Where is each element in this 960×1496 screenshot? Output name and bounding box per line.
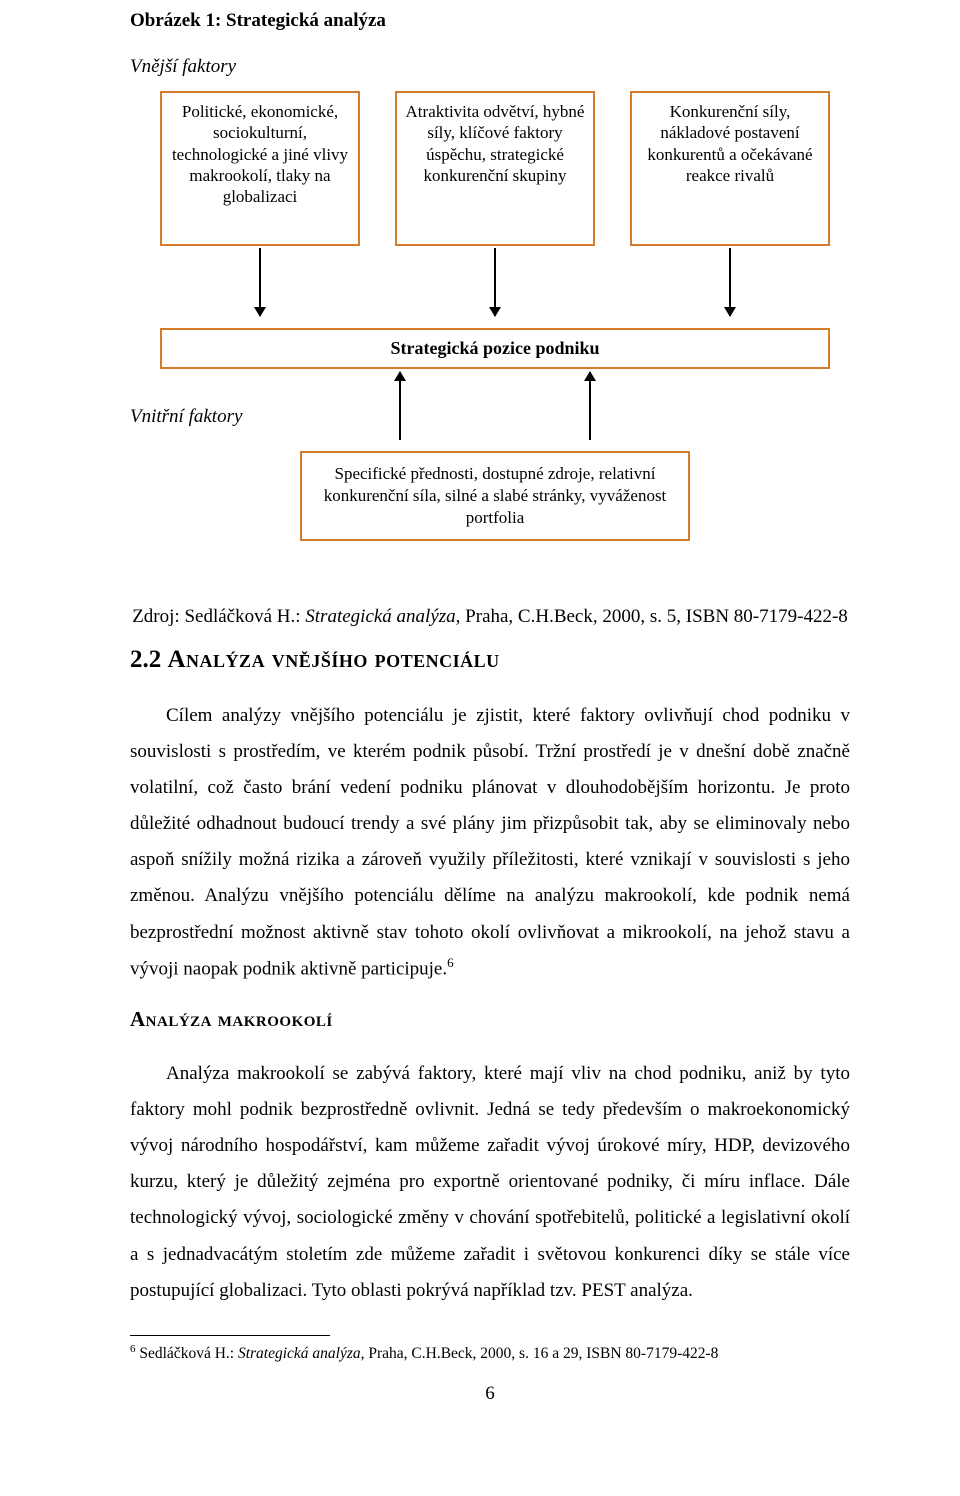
strategic-analysis-diagram: Vnější faktory Vnitřní faktory Politické…	[130, 46, 850, 586]
footnote-ref-6: 6	[447, 955, 454, 970]
center-box: Strategická pozice podniku	[160, 328, 830, 369]
arrow-down-3	[729, 248, 731, 316]
footnote-suffix: , Praha, C.H.Beck, 2000, s. 16 a 29, ISB…	[361, 1345, 719, 1362]
footnote-rule	[130, 1335, 330, 1336]
label-internal-factors: Vnitřní faktory	[130, 406, 242, 428]
bottom-box: Specifické přednosti, dostupné zdroje, r…	[300, 451, 690, 541]
paragraph-1-text: Cílem analýzy vnějšího potenciálu je zji…	[130, 705, 850, 979]
source-prefix: Zdroj: Sedláčková H.:	[132, 606, 305, 627]
footnote-italic: Strategická analýza	[238, 1345, 361, 1362]
paragraph-2: Analýza makrookolí se zabývá faktory, kt…	[130, 1056, 850, 1309]
section-number: 2.2	[130, 646, 161, 673]
footnote-6: 6 Sedláčková H.: Strategická analýza, Pr…	[130, 1342, 850, 1365]
arrow-up-2	[589, 372, 591, 440]
page-number: 6	[130, 1383, 850, 1405]
section-heading: 2.2 Analýza vnějšího potenciálu	[130, 646, 850, 674]
figure-source: Zdroj: Sedláčková H.: Strategická analýz…	[130, 606, 850, 628]
top-box-2: Atraktivita odvětví, hybné síly, klíčové…	[395, 91, 595, 246]
section-title: Analýza vnějšího potenciálu	[168, 646, 500, 673]
figure-title: Obrázek 1: Strategická analýza	[130, 10, 850, 32]
footnote-prefix: Sedláčková H.:	[136, 1345, 238, 1362]
subsection-heading: Analýza makrookolí	[130, 1007, 850, 1032]
label-external-factors: Vnější faktory	[130, 56, 236, 78]
page: Obrázek 1: Strategická analýza Vnější fa…	[0, 0, 960, 1425]
arrow-up-1	[399, 372, 401, 440]
top-box-3: Konkurenční síly, nákladové postavení ko…	[630, 91, 830, 246]
arrow-down-1	[259, 248, 261, 316]
top-box-1: Politické, ekonomické, sociokulturní, te…	[160, 91, 360, 246]
source-italic: Strategická analýza	[305, 606, 455, 627]
arrow-down-2	[494, 248, 496, 316]
source-suffix: , Praha, C.H.Beck, 2000, s. 5, ISBN 80-7…	[456, 606, 848, 627]
paragraph-1: Cílem analýzy vnějšího potenciálu je zji…	[130, 698, 850, 987]
